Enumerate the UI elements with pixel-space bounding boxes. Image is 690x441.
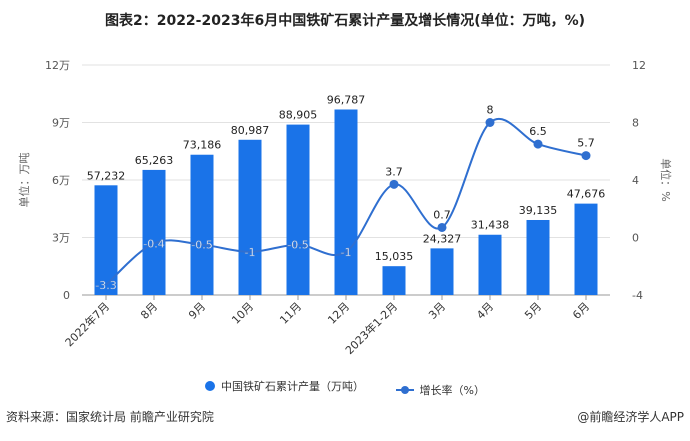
bar [526,219,550,295]
footer: 资料来源：国家统计局 前瞻产业研究院 @前瞻经济学人APP [6,408,684,425]
line-point [437,222,447,232]
bar-label: 88,905 [279,109,318,122]
line-label: 8 [487,104,494,117]
y-tick-right: -4 [632,289,643,302]
x-tick-label: 11月 [277,300,304,327]
source-text: 资料来源：国家统计局 前瞻产业研究院 [6,410,214,424]
line-point [389,179,399,189]
bar [238,139,262,295]
y-tick-right: 8 [632,117,639,130]
chart-svg: 0 3万 6万 9万 12万 -4 0 4 8 12 单位：万吨 单位：% 57,232 2022年7月 6… [17,59,673,357]
bar-label: 47,676 [567,188,606,201]
bar-label: 96,787 [327,93,366,106]
line-label: 0.7 [433,208,451,221]
y-tick-right: 0 [632,232,639,245]
bar-label: 15,035 [375,250,414,263]
legend-line-swatch [395,386,414,394]
x-tick-label: 3月 [426,300,448,322]
bar-label: 65,263 [135,154,174,167]
x-tick-label: 5月 [522,300,544,322]
legend-line[interactable]: 增长率（%） [395,382,485,398]
legend: 中国铁矿石累计产量（万吨） 增长率（%） [0,378,690,398]
bar-label: 80,987 [231,124,270,137]
bar [94,185,118,295]
bar [190,154,214,295]
x-tick-label: 2022年7月 [62,299,112,349]
bar [478,234,502,295]
line-label: -3.3 [95,279,116,292]
bar-label: 31,438 [471,219,510,232]
chart-title: 图表2：2022-2023年6月中国铁矿石累计产量及增长情况(单位：万吨，%) [104,13,586,29]
bar-label: 73,186 [183,139,222,152]
legend-line-label: 增长率（%） [419,384,485,397]
line-label: 6.5 [529,125,547,138]
bar [286,124,310,295]
y-axis-label-left: 单位：万吨 [17,153,31,208]
line-label: -0.5 [191,239,212,252]
x-tick-label: 10月 [229,300,256,327]
legend-bar[interactable]: 中国铁矿石累计产量（万吨） [205,378,364,394]
growth-line [105,117,587,286]
y-tick-left: 0 [63,289,70,302]
x-tick-label: 8月 [138,300,160,322]
bar [574,203,598,295]
credit-text: @前瞻经济学人APP [577,410,684,424]
legend-bar-swatch [205,381,216,391]
legend-bar-label: 中国铁矿石累计产量（万吨） [221,380,365,393]
y-tick-left: 9万 [52,117,70,130]
line-label: 5.7 [577,137,595,150]
x-tick-label: 12月 [325,300,352,327]
line-label: 3.7 [385,165,403,178]
line-point [581,151,591,161]
line-label: -0.4 [143,237,164,250]
x-tick-label: 6月 [570,300,592,322]
y-axis-label-right: 单位：% [659,158,673,201]
bar-label: 39,135 [519,204,558,217]
y-tick-left: 6万 [52,174,70,187]
line-label: -0.5 [287,239,308,252]
line-point [533,139,543,149]
line-label: -1 [341,246,352,259]
line-point [485,118,495,127]
line-label: -1 [245,246,256,259]
x-tick-label: 9月 [186,300,208,322]
bar [334,109,358,296]
x-tick-label: 4月 [474,300,496,322]
bar [430,248,454,295]
y-tick-right: 12 [632,59,646,72]
bar-label: 57,232 [87,169,126,182]
y-tick-left: 12万 [45,59,70,72]
bar [142,169,166,295]
y-tick-left: 3万 [52,232,70,245]
bar-label: 24,327 [423,232,462,245]
bar [382,266,406,295]
y-tick-right: 4 [632,174,639,187]
